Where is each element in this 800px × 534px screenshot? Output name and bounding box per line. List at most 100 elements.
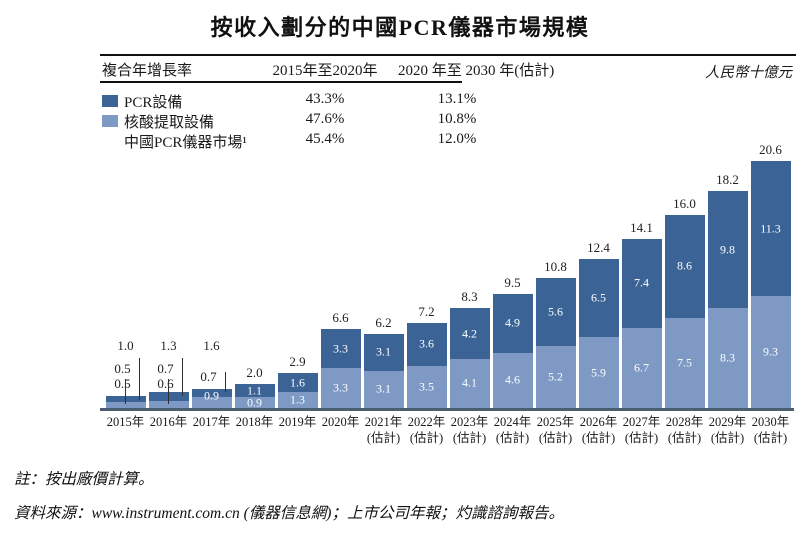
- total-value-label: 1.3: [160, 338, 177, 353]
- x-axis-category-label: 2025年 (估計): [536, 415, 575, 445]
- segment-value-label: 4.2: [462, 326, 477, 341]
- cagr-header-period2: 2020 年至 2030 年(估計): [398, 63, 555, 79]
- segment-value-label: 6.7: [634, 360, 649, 375]
- x-axis-category-label: 2017年: [192, 415, 231, 429]
- segment-value-label: 3.3: [333, 380, 348, 395]
- leader-line: [181, 358, 183, 397]
- total-value-label: 18.2: [716, 171, 739, 187]
- x-axis-line: [100, 408, 794, 411]
- bar-segment-light: [191, 397, 232, 408]
- bar-segment-dark: [277, 373, 318, 393]
- segment-value-label: 11.3: [760, 221, 781, 236]
- bar-segment-light: [750, 296, 791, 408]
- bar-segment-light: [105, 402, 146, 408]
- total-value-label: 14.1: [630, 219, 653, 235]
- cagr-value-period1: 47.6%: [305, 111, 345, 127]
- bar-segment-dark: [320, 328, 361, 369]
- x-axis-category-label: 2018年: [235, 415, 274, 429]
- total-value-label: 12.4: [587, 240, 610, 256]
- segment-value-label: 0.5: [114, 361, 131, 376]
- cagr-header-label: 複合年增長率: [102, 63, 193, 79]
- bar-segment-light: [320, 368, 361, 408]
- leader-line: [167, 379, 169, 404]
- bar-segment-dark: [750, 160, 791, 297]
- bar-segment-dark: [191, 388, 232, 398]
- segment-value-label: 3.3: [333, 341, 348, 356]
- leader-line: [224, 371, 226, 392]
- cagr-value-period2: 10.8%: [437, 111, 477, 127]
- total-value-label: 2.0: [246, 365, 263, 380]
- bar-segment-light: [234, 397, 275, 408]
- segment-value-label: 3.1: [376, 344, 391, 359]
- total-value-label: 1.0: [117, 338, 134, 353]
- leader-line: [124, 379, 126, 404]
- x-axis-category-label: 2024年 (估計): [493, 415, 532, 445]
- bar-segment-dark: [492, 294, 533, 353]
- x-axis-category-label: 2022年 (估計): [407, 415, 446, 445]
- bar-segment-dark: [449, 308, 490, 359]
- total-value-label: 9.5: [504, 275, 521, 290]
- bar-segment-dark: [664, 214, 705, 318]
- bar-segment-dark: [363, 333, 404, 371]
- segment-value-label: 8.6: [677, 258, 692, 273]
- leader-line: [138, 358, 140, 400]
- x-axis-category-label: 2027年 (估計): [622, 415, 661, 445]
- table-header-rule: [100, 81, 462, 83]
- cagr-value-period2: 12.0%: [437, 131, 477, 147]
- bar-segment-light: [277, 392, 318, 408]
- x-axis-category-label: 2023年 (估計): [450, 415, 489, 445]
- cagr-value-period2: 13.1%: [437, 91, 477, 107]
- segment-value-label: 0.7: [200, 368, 217, 384]
- bar-segment-light: [363, 370, 404, 408]
- bar-segment-dark: [234, 384, 275, 398]
- bar-segment-dark: [535, 278, 576, 346]
- table-top-rule: [100, 54, 796, 56]
- legend-swatch-dark-icon: [102, 95, 118, 107]
- segment-value-label: 1.1: [247, 383, 262, 398]
- legend-label: 核酸提取設備: [124, 115, 215, 131]
- total-value-label: 6.6: [332, 309, 349, 325]
- source-note: 資料來源：www.instrument.com.cn (儀器信息網)；上市公司年…: [14, 505, 564, 522]
- total-value-label: 8.3: [461, 289, 478, 305]
- segment-value-label: 8.3: [720, 350, 735, 365]
- legend-row-nucleic-acid-equipment: 核酸提取設備 47.6% 10.8%: [0, 111, 800, 131]
- x-axis-category-label: 2028年 (估計): [665, 415, 704, 445]
- bar-segment-light: [449, 358, 490, 408]
- x-axis-category-label: 2030年 (估計): [751, 415, 790, 445]
- x-axis-category-label: 2020年: [321, 415, 360, 429]
- segment-value-label: 1.6: [290, 375, 305, 390]
- legend-label: 中國PCR儀器市場¹: [124, 135, 247, 151]
- segment-value-label: 0.9: [247, 395, 262, 410]
- segment-value-label: 3.6: [419, 336, 434, 351]
- bar-segment-light: [707, 308, 748, 408]
- segment-value-label: 5.2: [548, 369, 563, 384]
- segment-value-label: 0.9: [204, 388, 219, 403]
- bar-segment-dark: [707, 190, 748, 309]
- segment-value-label: 9.3: [763, 344, 778, 359]
- total-value-label: 1.6: [203, 338, 220, 353]
- segment-value-label: 6.5: [591, 290, 606, 305]
- segment-value-label: 0.5: [114, 376, 131, 391]
- segment-value-label: 4.9: [505, 315, 520, 330]
- legend-swatch-light-icon: [102, 115, 118, 127]
- x-axis-category-label: 2019年: [278, 415, 317, 429]
- bar-segment-light: [535, 345, 576, 408]
- segment-value-label: 4.6: [505, 372, 520, 387]
- legend-row-china-pcr-market: 中國PCR儀器市場¹ 45.4% 12.0%: [0, 131, 800, 151]
- segment-value-label: 9.8: [720, 242, 735, 257]
- x-axis-category-label: 2029年 (估計): [708, 415, 747, 445]
- bar-segment-light: [492, 352, 533, 408]
- segment-value-label: 7.4: [634, 275, 649, 290]
- bar-segment-dark: [621, 238, 662, 328]
- legend-row-pcr-equipment: PCR設備 43.3% 13.1%: [0, 91, 800, 111]
- total-value-label: 6.2: [375, 314, 392, 330]
- segment-value-label: 4.1: [462, 375, 477, 390]
- cagr-header-period1: 2015年至2020年: [272, 63, 378, 79]
- total-value-label: 20.6: [759, 141, 782, 157]
- unit-label: 人民幣十億元: [705, 65, 792, 81]
- x-axis-category-label: 2026年 (估計): [579, 415, 618, 445]
- x-axis-category-label: 2015年: [106, 415, 145, 429]
- segment-value-label: 5.6: [548, 304, 563, 319]
- x-axis-category-label: 2021年 (估計): [364, 415, 403, 445]
